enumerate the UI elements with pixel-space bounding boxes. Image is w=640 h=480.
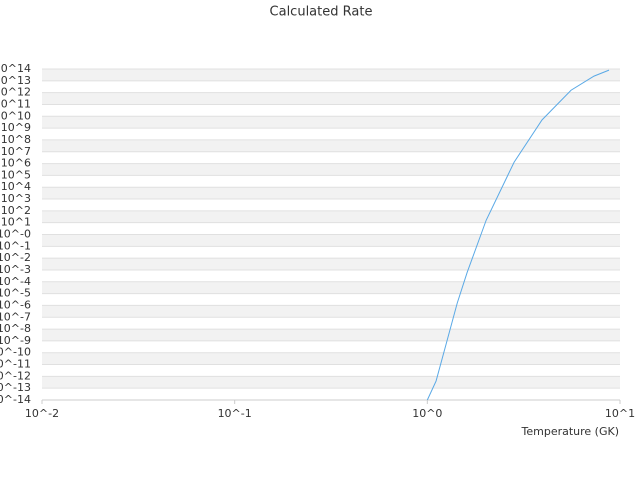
grid-band	[42, 210, 620, 223]
y-tick-label: 10^-1	[0, 239, 31, 252]
y-tick-label: 10^-3	[0, 263, 31, 276]
grid-band	[42, 187, 620, 200]
y-tick-label: 10^3	[1, 192, 31, 205]
y-tick-label: 10^5	[1, 168, 31, 181]
y-tick-label: 10^11	[0, 97, 31, 110]
data-line	[426, 69, 610, 401]
y-tick-label: 10^-12	[0, 369, 31, 382]
y-tick-label: 10^-13	[0, 381, 31, 394]
grid-band	[42, 92, 620, 105]
y-tick-label: 10^-4	[0, 275, 31, 288]
y-tick-label: 10^-10	[0, 346, 31, 359]
chart-title: Calculated Rate	[270, 5, 373, 20]
grid-band	[42, 352, 620, 365]
y-tick-label: 10^-9	[0, 334, 31, 347]
grid-band	[42, 69, 620, 81]
y-tick-label: 10^9	[1, 121, 31, 134]
y-tick-label: 10^-2	[0, 251, 31, 264]
x-tick-label: 10^1	[605, 407, 635, 420]
y-tick-label: 10^2	[1, 204, 31, 217]
grid-band	[42, 163, 620, 176]
y-tick-label: 10^-5	[0, 287, 31, 300]
y-tick-label: 10^7	[1, 145, 31, 158]
x-axis-label: Temperature (GK)	[521, 425, 620, 438]
x-tick-label: 10^-2	[25, 407, 59, 420]
y-tick-label: 10^13	[0, 74, 31, 87]
y-tick-label: 10^-0	[0, 228, 31, 241]
y-tick-label: 10^10	[0, 109, 31, 122]
y-tick-label: 10^8	[1, 133, 31, 146]
grid-band	[42, 376, 620, 389]
grid-band	[42, 281, 620, 294]
y-tick-label: 10^-11	[0, 358, 31, 371]
grid-band	[42, 234, 620, 247]
y-tick-label: 10^1	[1, 216, 31, 229]
grid-band	[42, 258, 620, 270]
grid-band	[42, 329, 620, 341]
grid-band	[42, 116, 620, 129]
x-tick-label: 10^-1	[218, 407, 252, 420]
y-tick-label: 10^-7	[0, 310, 31, 323]
grid-band	[42, 305, 620, 318]
x-tick-label: 10^0	[412, 407, 442, 420]
y-tick-label: 10^14	[0, 62, 31, 75]
y-tick-label: 10^4	[1, 180, 31, 193]
grid-band	[42, 139, 620, 152]
y-tick-label: 10^-8	[0, 322, 31, 335]
y-tick-label: 10^-6	[0, 298, 31, 311]
y-tick-label: 10^12	[0, 86, 31, 99]
y-tick-label: 10^-14	[0, 393, 31, 406]
y-tick-label: 10^6	[1, 157, 31, 170]
